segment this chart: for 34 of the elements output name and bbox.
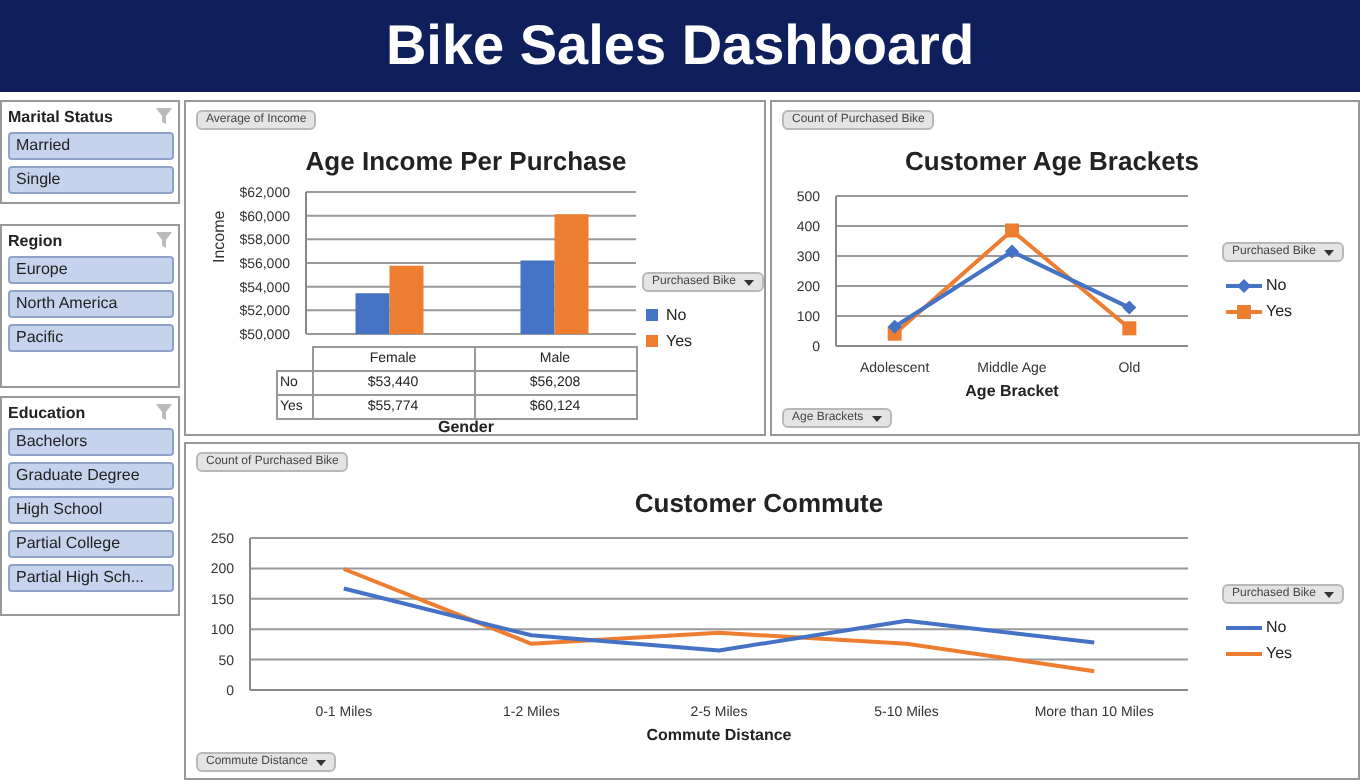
filter-button: Single — [8, 166, 174, 194]
text: Education — [8, 404, 86, 422]
filter-button: Married — [8, 132, 174, 160]
legend-label: No — [1266, 618, 1287, 636]
filter-button: Pacific — [8, 324, 174, 352]
legend-label: Yes — [1266, 302, 1293, 320]
chart-title: Customer Commute — [632, 488, 886, 518]
chart-title: Customer Age Brackets — [903, 146, 1201, 176]
chart-title: Age Income Per Purchase — [303, 146, 629, 176]
x-axis-title: Gender — [435, 418, 496, 436]
filter-button: Europe — [8, 256, 174, 284]
x-axis-title: Commute Distance — [644, 726, 794, 744]
legend-label: Yes — [1266, 644, 1293, 662]
legend-label: No — [666, 306, 687, 324]
point — [1122, 321, 1137, 336]
line-series — [341, 586, 1097, 653]
filter-button: Partial High Sch... — [8, 564, 174, 592]
filter-button: Partial College — [8, 530, 174, 558]
point — [1005, 223, 1019, 238]
line-series — [341, 567, 1097, 674]
legend-label: No — [1266, 276, 1287, 294]
x-axis-title: Age Bracket — [963, 382, 1061, 400]
filter-button: Graduate Degree — [8, 462, 174, 490]
text: Marital Status — [8, 108, 113, 126]
filter-button: Bachelors — [8, 428, 174, 456]
point — [887, 319, 902, 334]
filter-button: High School — [8, 496, 174, 524]
legend-label: Yes — [666, 332, 693, 350]
point — [1005, 244, 1019, 259]
point — [1122, 300, 1137, 315]
y-axis-title: Income — [209, 209, 228, 263]
filter-button: North America — [8, 290, 174, 318]
text: Region — [8, 232, 63, 250]
text: Bike Sales Dashboard — [0, 0, 1360, 92]
